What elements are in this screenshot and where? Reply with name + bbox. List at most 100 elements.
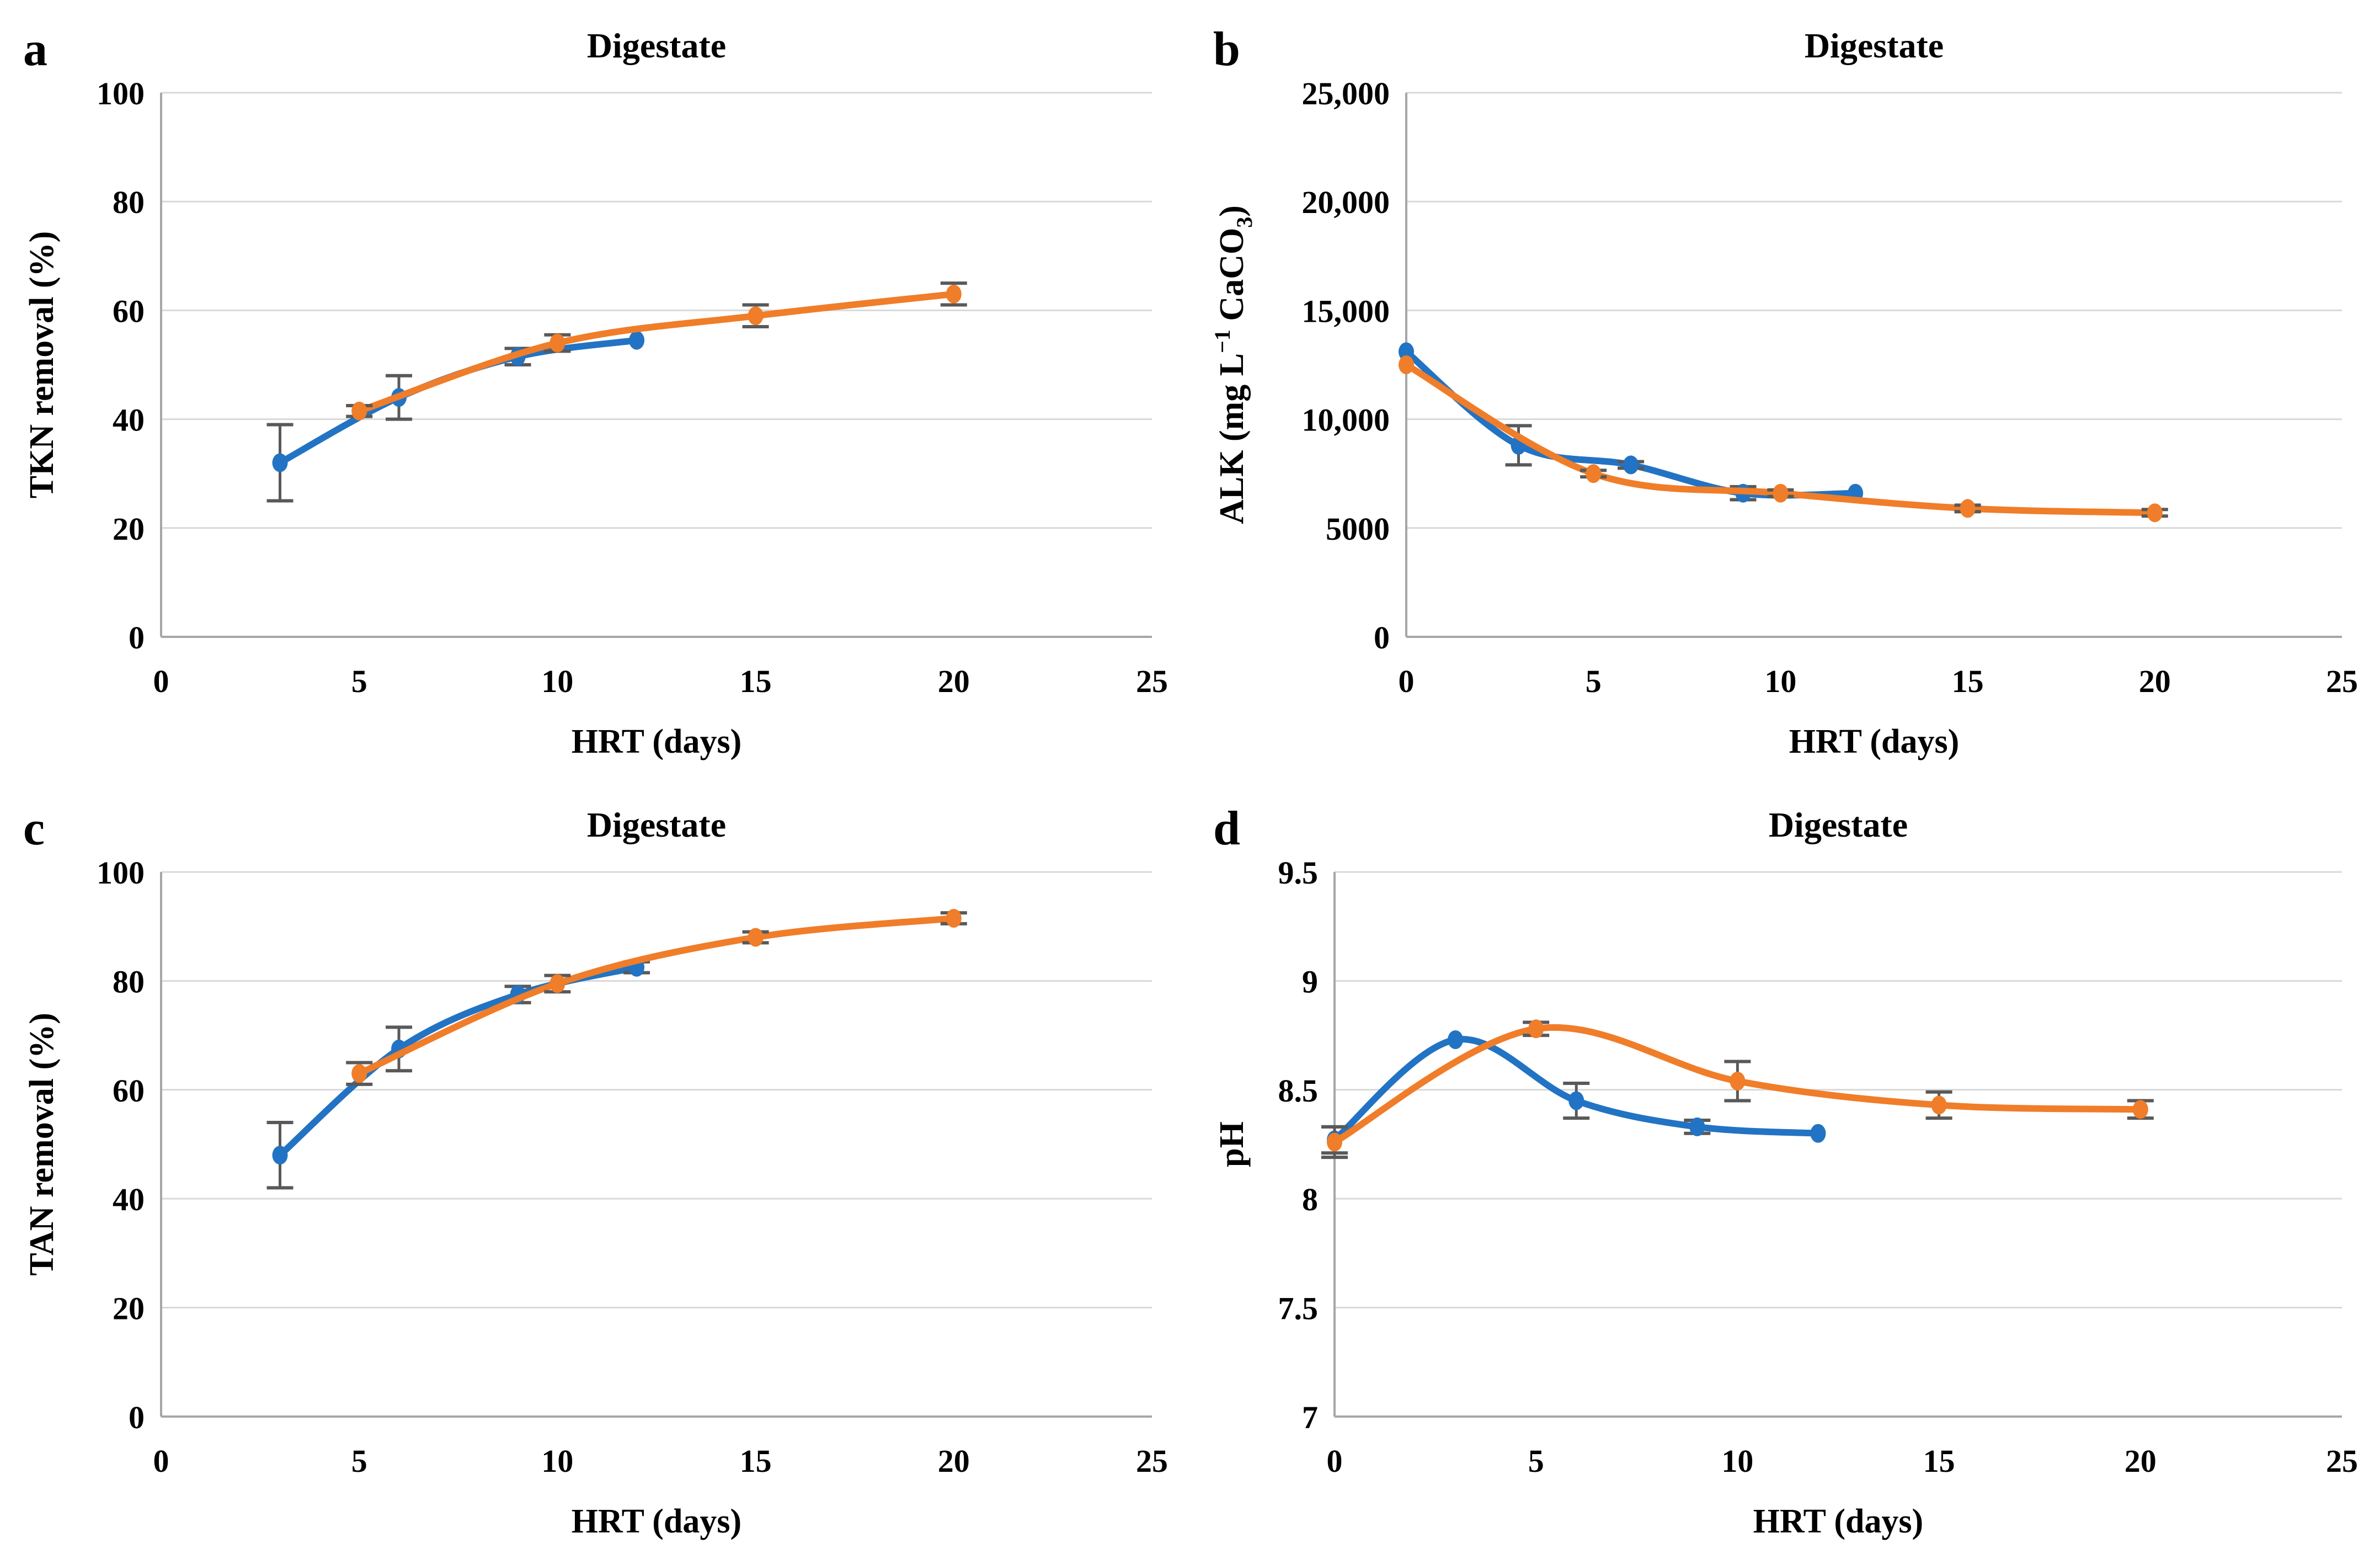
data-point-marker <box>946 284 962 304</box>
x-tick-label: 20 <box>2139 663 2171 699</box>
orange-series-line <box>356 290 957 414</box>
x-tick-label: 0 <box>153 663 169 699</box>
orange-series-markers <box>1327 1019 2148 1152</box>
y-axis-label: TKN removal (%) <box>23 231 61 498</box>
data-point-marker <box>748 928 764 947</box>
data-point-marker <box>549 333 565 353</box>
chart-b-alkalinity: b Digestate 0 5000 10,000 15,000 20,000 25,000 0… <box>1190 0 2380 779</box>
x-tick-label: 5 <box>351 1443 367 1479</box>
y-tick-label: 20 <box>113 511 145 547</box>
data-point-marker <box>2147 503 2163 523</box>
x-tick-label: 5 <box>1586 663 1602 699</box>
data-point-marker <box>1586 464 1602 483</box>
x-tick-label: 10 <box>541 663 573 699</box>
y-axis-label: ALK (mg L−1 CaCO3) <box>1210 205 1257 524</box>
y-tick-label: 20,000 <box>1302 184 1390 220</box>
gridlines <box>1406 92 2342 529</box>
panel-b: b Digestate 0 5000 10,000 15,000 20,000 25,000 0… <box>1190 0 2380 779</box>
x-tick-label: 25 <box>2326 663 2358 699</box>
panel-background <box>1190 779 2380 1559</box>
orange-series <box>1399 355 2168 523</box>
chart-title: Digestate <box>587 805 726 844</box>
panel-letter: d <box>1213 802 1240 855</box>
x-axis-label: HRT (days) <box>1753 1503 1923 1540</box>
data-point-marker <box>1623 455 1639 475</box>
x-axis-label: HRT (days) <box>572 723 741 760</box>
y-tick-label: 15,000 <box>1302 293 1390 329</box>
orange-series-markers <box>351 908 962 1083</box>
x-tick-label: 20 <box>938 1443 970 1479</box>
data-point-marker <box>272 1146 288 1165</box>
x-tick-label: 0 <box>153 1443 169 1479</box>
chart-title: Digestate <box>1769 805 1908 844</box>
y-tick-label: 7.5 <box>1278 1290 1318 1326</box>
orange-series-markers <box>351 284 962 421</box>
y-tick-label: 80 <box>113 964 145 999</box>
panel-a: a Digestate 0 20 40 60 80 100 0 5 10 15 20 25 HRT (day… <box>0 0 1190 779</box>
x-axis-label: HRT (days) <box>1789 723 1959 760</box>
gridlines <box>1335 871 2342 1308</box>
y-axis-label: pH <box>1213 1121 1251 1167</box>
y-tick-label: 100 <box>97 855 145 891</box>
data-point-marker <box>1399 342 1414 361</box>
data-point-marker <box>1528 1019 1544 1039</box>
data-point-marker <box>351 401 367 421</box>
x-tick-label: 5 <box>351 663 367 699</box>
data-point-marker <box>1399 355 1414 374</box>
chart-d-ph: d Digestate 7 7.5 8 8.5 9 9.5 0 5 10 15 20 25 HRT (day… <box>1190 779 2380 1559</box>
y-tick-label: 9 <box>1302 964 1318 999</box>
data-point-marker <box>549 974 565 993</box>
x-tick-label: 15 <box>740 1443 772 1479</box>
orange-series-line <box>356 914 957 1077</box>
data-point-marker <box>2132 1100 2148 1119</box>
y-tick-label: 0 <box>129 620 145 656</box>
panel-background <box>0 0 1190 779</box>
y-tick-label: 9.5 <box>1278 855 1318 891</box>
data-point-marker <box>272 453 288 472</box>
data-point-marker <box>748 306 764 326</box>
data-point-marker <box>1568 1091 1584 1110</box>
data-point-marker <box>1689 1117 1705 1136</box>
orange-series-markers <box>1399 355 2163 523</box>
panel-background <box>0 779 1190 1559</box>
orange-series <box>1321 1019 2154 1159</box>
panel-c: c Digestate 0 20 40 60 80 100 0 5 10 15 20 25 HRT (day… <box>0 779 1190 1559</box>
y-tick-label: 20 <box>113 1290 145 1326</box>
chart-a-tkn-removal: a Digestate 0 20 40 60 80 100 0 5 10 15 20 25 HRT (day… <box>0 0 1190 779</box>
data-point-marker <box>1448 1030 1464 1050</box>
x-tick-label: 10 <box>1721 1443 1753 1479</box>
data-point-marker <box>1810 1124 1826 1143</box>
y-tick-label: 0 <box>129 1400 145 1435</box>
y-tick-label: 5000 <box>1326 511 1390 547</box>
y-tick-label: 40 <box>113 402 145 438</box>
y-tick-label: 8 <box>1302 1182 1318 1217</box>
x-tick-label: 0 <box>1326 1443 1342 1479</box>
y-tick-label: 8.5 <box>1278 1073 1318 1109</box>
x-tick-label: 25 <box>1136 663 1168 699</box>
x-tick-label: 15 <box>1952 663 1984 699</box>
x-tick-label: 20 <box>2125 1443 2157 1479</box>
chart-title: Digestate <box>587 26 726 65</box>
x-tick-label: 25 <box>2326 1443 2358 1479</box>
blue-series <box>266 331 645 503</box>
y-tick-label: 7 <box>1302 1400 1318 1435</box>
x-tick-label: 20 <box>938 663 970 699</box>
gridlines <box>161 92 1152 529</box>
panel-d: d Digestate 7 7.5 8 8.5 9 9.5 0 5 10 15 20 25 HRT (day… <box>1190 779 2380 1559</box>
gridlines <box>161 871 1152 1308</box>
data-point-marker <box>1931 1095 1947 1115</box>
data-point-marker <box>1730 1071 1746 1091</box>
data-point-marker <box>1773 483 1789 503</box>
panel-letter: c <box>23 802 45 855</box>
y-tick-label: 25,000 <box>1302 76 1390 111</box>
y-tick-label: 100 <box>97 76 145 111</box>
data-point-marker <box>1327 1132 1342 1152</box>
y-tick-label: 60 <box>113 1073 145 1109</box>
orange-series <box>346 908 967 1086</box>
x-tick-label: 15 <box>1923 1443 1955 1479</box>
data-point-marker <box>1960 499 1976 518</box>
chart-c-tan-removal: c Digestate 0 20 40 60 80 100 0 5 10 15 20 25 HRT (day… <box>0 779 1190 1559</box>
panel-letter: b <box>1213 23 1240 76</box>
y-tick-label: 10,000 <box>1302 402 1390 438</box>
